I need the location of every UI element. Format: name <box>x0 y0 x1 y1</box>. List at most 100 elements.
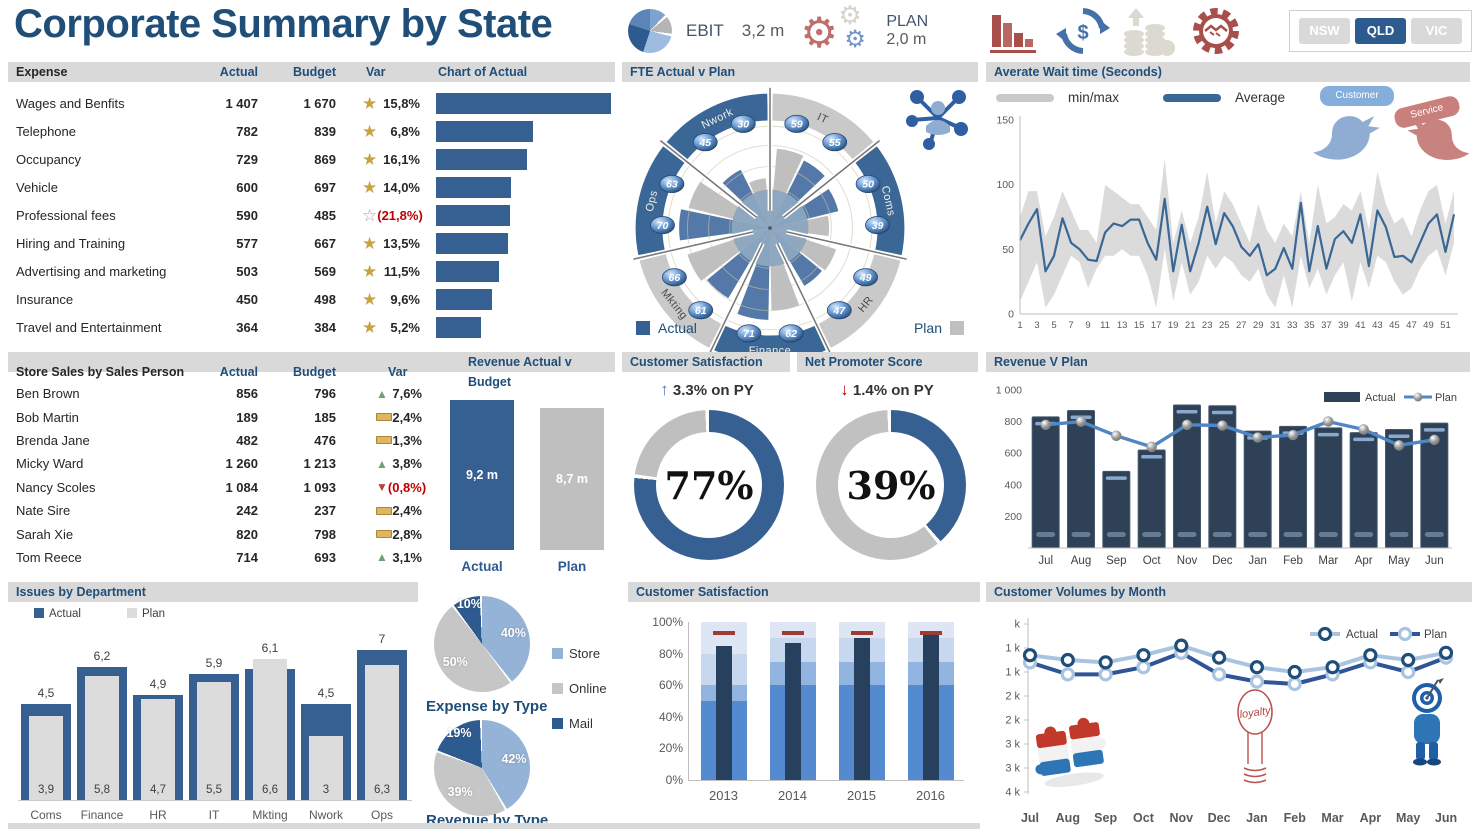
table-row: Nancy Scoles 1 084 1 093 ▼ (0,8%) <box>16 479 427 495</box>
csat-years-panel: Customer Satisfaction 0% 20% 40% 60% 80% 100%… <box>628 582 980 827</box>
table-row: Nate Sire 242 237 2,4% <box>16 503 422 519</box>
gear-handshake-icon <box>1193 8 1239 54</box>
actual-bar <box>436 92 612 114</box>
svg-text:49: 49 <box>1423 320 1434 331</box>
plan-marker <box>1060 667 1075 682</box>
flat-indicator-icon <box>376 436 392 445</box>
up-indicator-icon: ▲ <box>376 456 388 471</box>
value-badge <box>853 268 878 287</box>
nps-delta: ↓ 1.4% on PY <box>840 380 934 399</box>
pie-label: 42% <box>501 751 527 766</box>
actual-marker <box>1401 652 1416 668</box>
coins-growth-icon <box>1124 8 1175 56</box>
svg-text:31: 31 <box>1270 320 1281 331</box>
svg-text:27: 27 <box>1236 320 1247 331</box>
table-row: Hiring and Training 577 667 ★ 13,5% <box>8 229 615 257</box>
actual-marker <box>1325 660 1340 675</box>
issues-group-coms: 4,5 3,9 Coms <box>18 626 74 822</box>
svg-text:Jul: Jul <box>1021 811 1039 825</box>
svg-text:800: 800 <box>1004 416 1022 428</box>
svg-text:Oct: Oct <box>1133 811 1155 825</box>
plan-marker <box>1075 416 1087 427</box>
table-row: Advertising and marketing 503 569 ★ 11,5% <box>8 257 615 285</box>
svg-text:loyalty: loyalty <box>1239 705 1273 721</box>
svg-text:Dec: Dec <box>1208 811 1231 825</box>
svg-text:66: 66 <box>669 272 681 284</box>
table-row: Professional fees 590 485 ☆ (21,8%) <box>8 201 615 229</box>
plan-value: 2,0 m <box>886 31 927 48</box>
col-expense: Expense <box>16 65 68 79</box>
sales-table-body: Ben Brown 856 796 ▲ 7,6% Bob Martin 189 185 2,4%… <box>8 372 456 569</box>
ebit-value: 3,2 m <box>741 21 785 40</box>
value-badge <box>662 268 687 287</box>
svg-text:63: 63 <box>666 179 678 191</box>
star-filled-icon: ★ <box>362 261 378 281</box>
svg-text:45: 45 <box>698 137 711 149</box>
star-filled-icon: ★ <box>362 121 378 141</box>
wait-time-header: Averate Wait time (Seconds) <box>986 62 1470 82</box>
expense-table-header: Expense Actual Budget Var Chart of Actua… <box>8 62 615 82</box>
svg-text:0: 0 <box>1008 309 1014 321</box>
svg-text:Dec: Dec <box>1212 555 1233 567</box>
csat-years-chart: 0% 20% 40% 60% 80% 100% 2013 2014 2015 2016 <box>636 615 972 822</box>
plan-marker <box>1252 432 1263 443</box>
actual-marker <box>1211 650 1227 665</box>
csat-delta: ↑ 3.3% on PY <box>660 380 754 399</box>
svg-text:Sep: Sep <box>1094 811 1117 825</box>
ring-segment-it <box>772 93 874 160</box>
target-dash <box>712 631 735 636</box>
down-indicator-icon: ▼ <box>376 480 388 495</box>
star-filled-icon: ★ <box>362 289 378 309</box>
ring-segment-mkting <box>639 254 722 348</box>
svg-text:29: 29 <box>1253 320 1264 331</box>
actual-marker <box>1363 648 1378 663</box>
plan-marker <box>1217 420 1228 431</box>
value-badge <box>778 324 804 343</box>
actual-marker <box>1287 664 1302 680</box>
plan-marker <box>1287 429 1299 441</box>
flat-indicator-icon <box>376 506 392 515</box>
svg-text:30: 30 <box>737 119 749 131</box>
satisfaction-bar <box>922 634 939 780</box>
state-button-vic[interactable]: VIC <box>1411 18 1462 44</box>
csat-year-group-2013 <box>689 622 758 780</box>
table-row: Occupancy 729 869 ★ 16,1% <box>8 145 615 173</box>
ring-segment-ops <box>635 146 685 256</box>
plan-marker <box>1429 434 1440 446</box>
star-filled-icon: ★ <box>362 317 378 337</box>
actual-marker <box>1098 655 1113 670</box>
satisfaction-bar <box>784 642 801 780</box>
actual-marker <box>1174 638 1189 653</box>
svg-text:Nov: Nov <box>1177 555 1198 567</box>
up-indicator-icon: ▲ <box>376 386 388 401</box>
plan-marker <box>1136 660 1151 675</box>
actual-swatch <box>34 608 44 618</box>
twitter-bird-red-icon <box>1407 119 1470 160</box>
mail-swatch <box>552 718 563 729</box>
svg-text:May: May <box>1388 555 1410 567</box>
state-button-nsw[interactable]: NSW <box>1299 18 1350 44</box>
value-badge <box>730 114 756 133</box>
value-badge <box>650 216 675 235</box>
issues-group-nwork: 4,5 3 Nwork <box>298 626 354 822</box>
plan-marker <box>1146 441 1157 453</box>
loyalty-lightbulb-icon: loyalty <box>1237 689 1273 784</box>
svg-text:23: 23 <box>1202 320 1213 331</box>
plan-marker <box>1098 667 1113 682</box>
average-line <box>1019 197 1456 277</box>
svg-text:9: 9 <box>1085 320 1090 331</box>
svg-text:Nov: Nov <box>1169 811 1193 825</box>
svg-text:Jan: Jan <box>1246 811 1268 825</box>
svg-text:11: 11 <box>1100 320 1110 331</box>
value-badge <box>736 324 762 343</box>
issues-legend: Actual Plan <box>34 608 165 620</box>
svg-text:59: 59 <box>791 119 803 131</box>
table-row: Bob Martin 189 185 2,4% <box>16 409 422 425</box>
svg-text:17: 17 <box>1151 320 1162 331</box>
state-button-qld[interactable]: QLD <box>1355 18 1406 44</box>
online-swatch <box>552 683 563 694</box>
dollar-cycle-icon: $ <box>1056 8 1110 54</box>
actual-axis-label: Actual <box>461 559 503 574</box>
